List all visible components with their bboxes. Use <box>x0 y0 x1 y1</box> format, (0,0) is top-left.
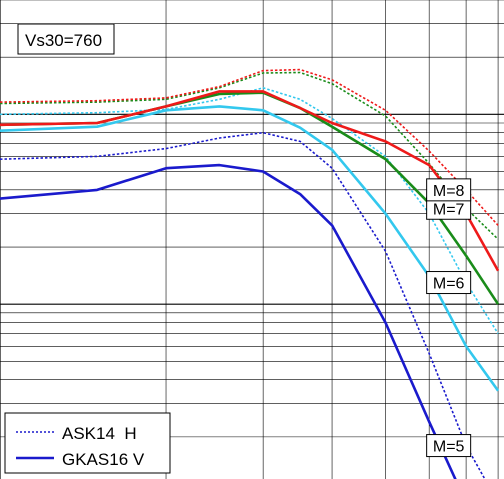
annotation-box: Vs30=760 <box>17 23 115 55</box>
legend: ASK14 H GKAS16 V <box>4 412 171 474</box>
magnitude-labels: M=5 M=6 M=7M=8 <box>426 178 472 458</box>
series-label-m7: M=7 <box>426 196 472 220</box>
series-label-box <box>426 178 472 202</box>
series-label-m5: M=5 <box>426 434 472 458</box>
series-label-text: M=7 <box>433 201 465 218</box>
legend-label-gkas16: GKAS16 V <box>62 450 145 469</box>
series-label-box <box>426 271 472 295</box>
series-label-text: M=5 <box>433 439 465 456</box>
series-line-m5-ask14 <box>0 131 486 479</box>
annotation-vs30: Vs30=760 <box>25 31 102 50</box>
series-label-m6: M=6 <box>426 271 472 295</box>
legend-label-ask14: ASK14 H <box>62 424 137 443</box>
series-label-box <box>426 434 472 458</box>
series-line-m6-gkas16 <box>0 105 500 392</box>
series-label-text: M=6 <box>433 276 465 293</box>
series-label-m8: M=8 <box>426 178 472 202</box>
legend-box <box>4 412 171 474</box>
series-line-m6-ask14 <box>0 87 499 335</box>
series-label-text: M=8 <box>433 183 465 200</box>
series-line-m7-ask14 <box>0 71 499 240</box>
